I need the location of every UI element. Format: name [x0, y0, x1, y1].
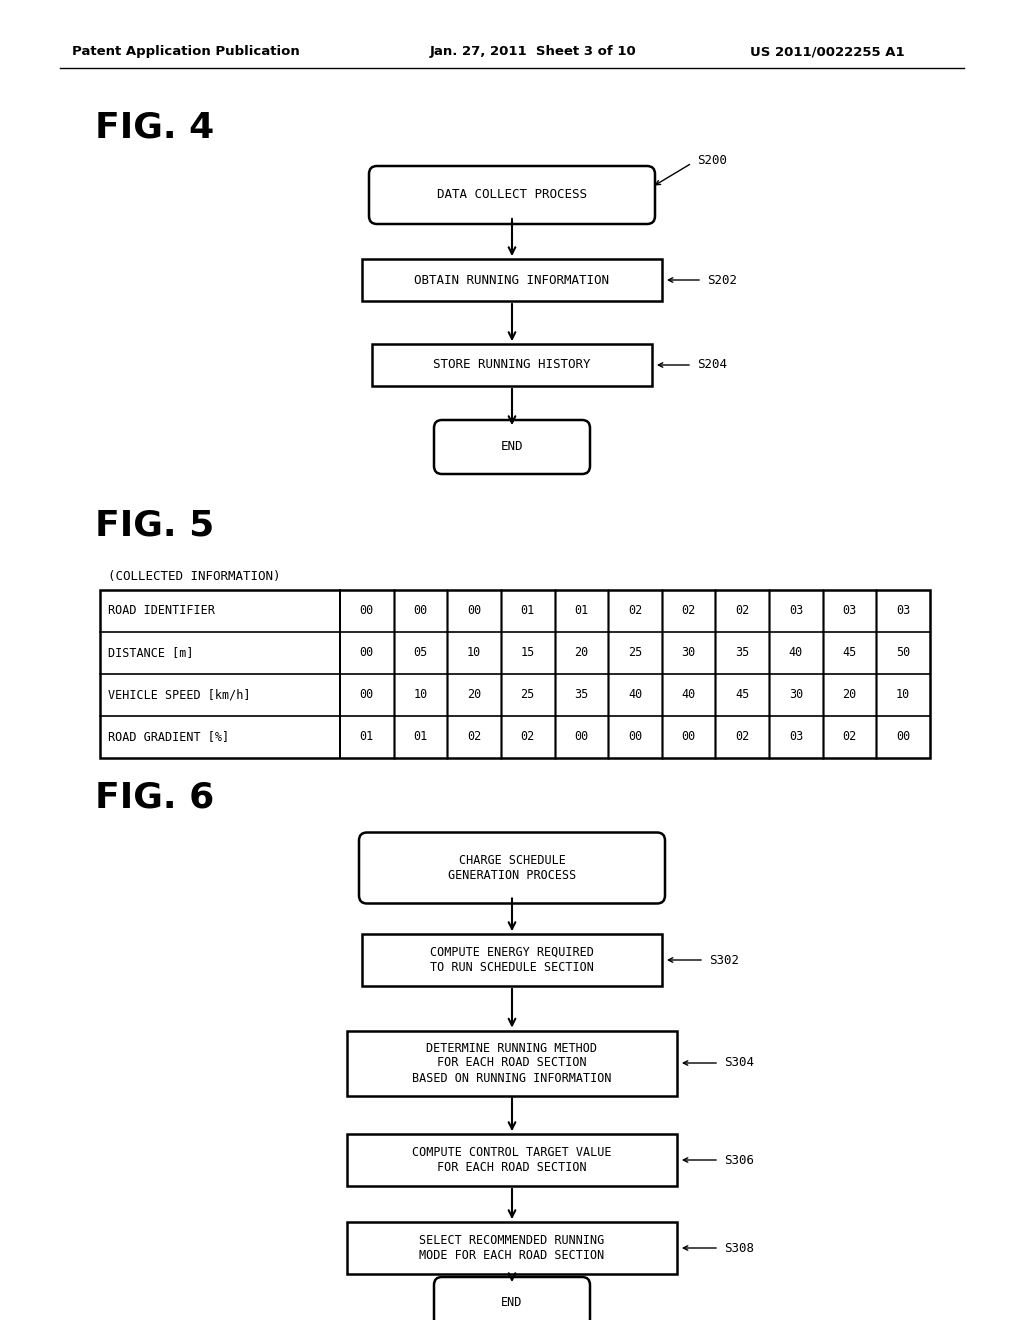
Text: 45: 45: [735, 689, 750, 701]
Text: 10: 10: [896, 689, 910, 701]
Text: SELECT RECOMMENDED RUNNING
MODE FOR EACH ROAD SECTION: SELECT RECOMMENDED RUNNING MODE FOR EACH…: [420, 1234, 604, 1262]
Text: 02: 02: [682, 605, 695, 618]
Text: END: END: [501, 441, 523, 454]
Bar: [347, 1031, 677, 1096]
Text: 15: 15: [520, 647, 535, 660]
Text: 20: 20: [574, 647, 589, 660]
Text: S308: S308: [724, 1242, 754, 1254]
Text: Jan. 27, 2011  Sheet 3 of 10: Jan. 27, 2011 Sheet 3 of 10: [430, 45, 637, 58]
Text: 02: 02: [735, 605, 750, 618]
Bar: [100, 590, 930, 758]
Text: 03: 03: [788, 730, 803, 743]
Text: VEHICLE SPEED [km/h]: VEHICLE SPEED [km/h]: [108, 689, 251, 701]
Text: 20: 20: [843, 689, 857, 701]
Text: COMPUTE ENERGY REQUIRED
TO RUN SCHEDULE SECTION: COMPUTE ENERGY REQUIRED TO RUN SCHEDULE …: [430, 946, 594, 974]
Text: (COLLECTED INFORMATION): (COLLECTED INFORMATION): [108, 570, 281, 583]
Text: 02: 02: [467, 730, 481, 743]
Text: 10: 10: [467, 647, 481, 660]
Text: ROAD IDENTIFIER: ROAD IDENTIFIER: [108, 605, 215, 618]
Text: 00: 00: [359, 689, 374, 701]
Text: 00: 00: [359, 605, 374, 618]
Text: 10: 10: [414, 689, 428, 701]
Text: 25: 25: [520, 689, 535, 701]
Text: 01: 01: [520, 605, 535, 618]
Text: CHARGE SCHEDULE
GENERATION PROCESS: CHARGE SCHEDULE GENERATION PROCESS: [447, 854, 577, 882]
Bar: [362, 935, 662, 986]
Bar: [347, 1222, 677, 1274]
Text: 01: 01: [574, 605, 589, 618]
Text: 30: 30: [682, 647, 695, 660]
Text: Patent Application Publication: Patent Application Publication: [72, 45, 300, 58]
Text: US 2011/0022255 A1: US 2011/0022255 A1: [750, 45, 904, 58]
Text: 00: 00: [359, 647, 374, 660]
Text: 30: 30: [788, 689, 803, 701]
Text: 40: 40: [682, 689, 695, 701]
Text: 02: 02: [735, 730, 750, 743]
Text: STORE RUNNING HISTORY: STORE RUNNING HISTORY: [433, 359, 591, 371]
Text: S306: S306: [724, 1154, 754, 1167]
Text: DISTANCE [m]: DISTANCE [m]: [108, 647, 194, 660]
Text: 03: 03: [843, 605, 857, 618]
Text: ROAD GRADIENT [%]: ROAD GRADIENT [%]: [108, 730, 229, 743]
Text: FIG. 5: FIG. 5: [95, 508, 214, 543]
FancyBboxPatch shape: [359, 833, 665, 903]
Text: 02: 02: [628, 605, 642, 618]
Text: 40: 40: [628, 689, 642, 701]
Text: S304: S304: [724, 1056, 754, 1069]
Text: DETERMINE RUNNING METHOD
FOR EACH ROAD SECTION
BASED ON RUNNING INFORMATION: DETERMINE RUNNING METHOD FOR EACH ROAD S…: [413, 1041, 611, 1085]
Text: 35: 35: [735, 647, 750, 660]
FancyBboxPatch shape: [434, 1276, 590, 1320]
Text: 00: 00: [896, 730, 910, 743]
Text: END: END: [502, 1295, 522, 1308]
Text: 45: 45: [843, 647, 857, 660]
Text: 01: 01: [414, 730, 428, 743]
Text: FIG. 4: FIG. 4: [95, 110, 214, 144]
Text: 01: 01: [359, 730, 374, 743]
FancyBboxPatch shape: [434, 420, 590, 474]
Text: S204: S204: [697, 359, 727, 371]
Text: 03: 03: [896, 605, 910, 618]
Bar: [347, 1134, 677, 1185]
Text: S202: S202: [707, 273, 737, 286]
Text: 05: 05: [414, 647, 428, 660]
Text: 20: 20: [467, 689, 481, 701]
Text: FIG. 6: FIG. 6: [95, 780, 214, 814]
Text: 00: 00: [628, 730, 642, 743]
Text: 02: 02: [843, 730, 857, 743]
Text: 40: 40: [788, 647, 803, 660]
Text: 00: 00: [414, 605, 428, 618]
Text: OBTAIN RUNNING INFORMATION: OBTAIN RUNNING INFORMATION: [415, 273, 609, 286]
Text: 00: 00: [574, 730, 589, 743]
Text: COMPUTE CONTROL TARGET VALUE
FOR EACH ROAD SECTION: COMPUTE CONTROL TARGET VALUE FOR EACH RO…: [413, 1146, 611, 1173]
Text: 50: 50: [896, 647, 910, 660]
Bar: [362, 259, 662, 301]
Bar: [372, 345, 652, 385]
Text: 03: 03: [788, 605, 803, 618]
Text: 00: 00: [467, 605, 481, 618]
Text: 25: 25: [628, 647, 642, 660]
Text: 02: 02: [520, 730, 535, 743]
Text: 00: 00: [682, 730, 695, 743]
Text: S302: S302: [709, 953, 739, 966]
Text: S200: S200: [697, 153, 727, 166]
Text: 35: 35: [574, 689, 589, 701]
FancyBboxPatch shape: [369, 166, 655, 224]
Text: DATA COLLECT PROCESS: DATA COLLECT PROCESS: [437, 189, 587, 202]
